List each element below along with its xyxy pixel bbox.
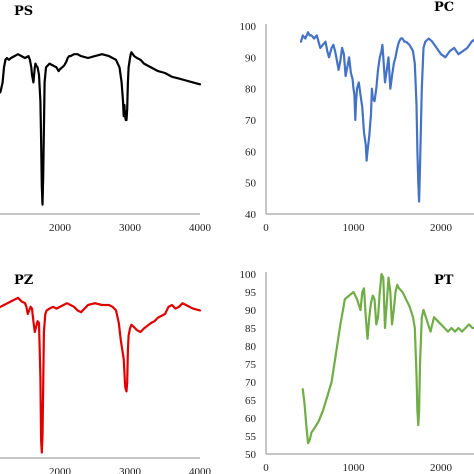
pc-title: PC: [434, 0, 454, 15]
pt-y-tick-label: 55: [245, 431, 257, 443]
pc-y-tick-label: 100: [240, 21, 257, 33]
pc-y-tick-label: 70: [245, 115, 257, 127]
pt-y-tick-label: 75: [245, 359, 257, 371]
pz-x-tick-label: 4000: [189, 466, 212, 474]
pt-y-tick-label: 90: [245, 305, 257, 317]
pt-chart: 0 1000 2000 50 55 60 65 70 75 80 85 90 95 100 PT: [240, 269, 474, 474]
pc-chart: 0 1000 2000 40 50 60 70 80 90 100 PC: [240, 0, 474, 234]
pc-x-tick-label: 2000: [430, 222, 453, 234]
pt-series-line: [301, 272, 474, 445]
pz-series-line: [0, 296, 202, 454]
pt-y-tick-label: 80: [245, 341, 257, 353]
pt-title: PT: [434, 273, 454, 288]
pc-y-tick-label: 40: [245, 209, 257, 221]
pc-x-tick-label: 0: [263, 222, 269, 234]
pt-x-tick-label: 0: [263, 462, 269, 474]
pt-y-tick-label: 60: [245, 413, 257, 425]
pc-x-tick-label: 1000: [343, 222, 366, 234]
ps-chart: 2000 3000 4000 PS: [0, 4, 212, 234]
ps-x-tick-label: 4000: [189, 222, 212, 234]
pc-y-tick-label: 80: [245, 84, 257, 96]
ps-title: PS: [14, 4, 33, 19]
ps-series-line: [0, 51, 202, 206]
pt-y-tick-label: 85: [245, 323, 257, 335]
pz-chart: 2000 3000 4000 PZ: [0, 273, 212, 474]
pt-y-tick-label: 70: [245, 377, 257, 389]
ps-x-tick-label: 2000: [49, 222, 72, 234]
pt-y-tick-label: 100: [240, 269, 257, 281]
pt-y-tick-label: 95: [245, 287, 257, 299]
pc-y-tick-label: 90: [245, 52, 257, 64]
pt-y-tick-label: 50: [245, 449, 257, 461]
pt-y-tick-label: 65: [245, 395, 257, 407]
pz-x-tick-label: 2000: [49, 466, 72, 474]
pc-series-line: [299, 31, 474, 203]
pz-title: PZ: [14, 273, 34, 288]
pc-y-tick-label: 60: [245, 146, 257, 158]
pt-x-tick-label: 2000: [430, 462, 453, 474]
pt-x-tick-label: 1000: [343, 462, 366, 474]
ps-x-tick-label: 3000: [119, 222, 142, 234]
pz-x-tick-label: 3000: [119, 466, 142, 474]
pc-y-tick-label: 50: [245, 178, 257, 190]
